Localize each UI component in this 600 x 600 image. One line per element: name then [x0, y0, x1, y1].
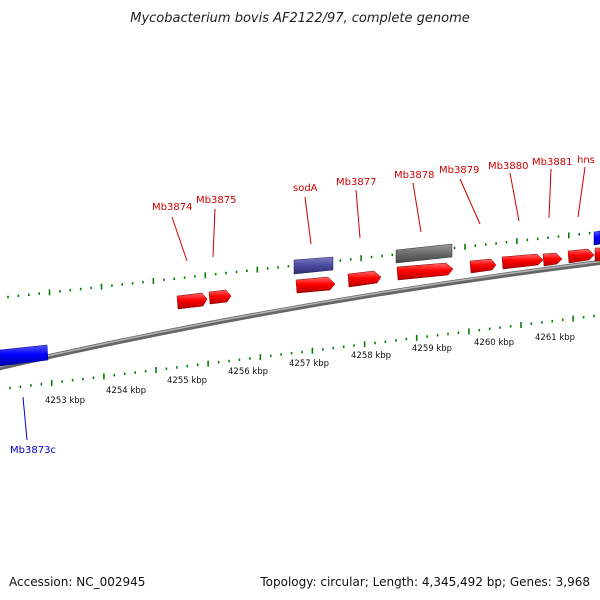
leader-mb3881 [548, 168, 552, 219]
gene-mb3875-feature[interactable] [208, 289, 232, 305]
gene-next-feature[interactable] [594, 247, 600, 262]
gene-soda-feature[interactable] [295, 276, 336, 294]
leader-mb3877 [355, 189, 361, 239]
gene-mb3879-feature[interactable] [469, 258, 497, 274]
ruler-label-4258: 4258 kbp [351, 351, 391, 361]
ruler-label-4260: 4260 kbp [474, 338, 514, 348]
feature-mb3878-gray[interactable] [395, 243, 453, 264]
gene-labels: Mb3874 Mb3875 sodA Mb3877 Mb3878 Mb3879 … [10, 155, 595, 456]
gene-mb3880-feature[interactable] [501, 253, 544, 270]
leader-mb3878 [412, 182, 422, 233]
gene-label-mb3875[interactable]: Mb3875 [196, 195, 236, 206]
ruler-label-4259: 4259 kbp [412, 344, 452, 354]
ruler-labels: 4253 kbp 4254 kbp 4255 kbp 4256 kbp 4257… [45, 333, 575, 406]
gene-label-mb3879[interactable]: Mb3879 [439, 165, 479, 176]
map-title: Mycobacterium bovis AF2122/97, complete … [130, 11, 469, 26]
leader-mb3874 [171, 216, 188, 262]
ruler-label-4261: 4261 kbp [535, 333, 575, 343]
ruler-label-4255: 4255 kbp [167, 376, 207, 386]
feature-soda-purple[interactable] [293, 256, 334, 275]
leader-mb3875 [212, 208, 216, 258]
genome-backbone [0, 259, 600, 371]
gene-label-soda[interactable]: sodA [293, 183, 318, 194]
gene-label-hns[interactable]: hns [577, 155, 595, 166]
gene-label-mb3873c[interactable]: Mb3873c [10, 445, 56, 456]
genome-backbone-highlight [0, 260, 600, 368]
gene-mb3873c-feature[interactable] [0, 344, 49, 367]
leader-hns [577, 166, 586, 218]
gene-label-mb3877[interactable]: Mb3877 [336, 177, 376, 188]
ruler-label-4253: 4253 kbp [45, 396, 85, 406]
gene-hns-feature[interactable] [567, 248, 595, 264]
gene-label-mb3874[interactable]: Mb3874 [152, 202, 192, 213]
forward-genes [176, 247, 600, 310]
genome-summary-text: Topology: circular; Length: 4,345,492 bp… [259, 575, 590, 589]
gene-mb3881-feature[interactable] [542, 252, 563, 267]
gene-label-mb3880[interactable]: Mb3880 [488, 161, 528, 172]
ruler-label-4257: 4257 kbp [289, 359, 329, 369]
leader-mb3873c [22, 396, 28, 441]
gene-label-mb3881[interactable]: Mb3881 [532, 157, 572, 168]
ruler-label-4254: 4254 kbp [106, 386, 146, 396]
gene-hns-reverse-feature[interactable] [593, 230, 600, 246]
inner-tick-track [9, 314, 595, 390]
gene-label-mb3878[interactable]: Mb3878 [394, 170, 434, 181]
accession-text: Accession: NC_002945 [9, 575, 145, 589]
leader-mb3879 [459, 178, 481, 225]
gene-mb3877-feature[interactable] [347, 270, 382, 288]
leader-soda [304, 196, 312, 245]
ruler-label-4256: 4256 kbp [228, 367, 268, 377]
label-leaders [171, 166, 586, 262]
gene-mb3878-feature[interactable] [396, 262, 454, 281]
leader-mb3880 [509, 172, 520, 222]
gene-mb3874-feature[interactable] [176, 292, 208, 310]
